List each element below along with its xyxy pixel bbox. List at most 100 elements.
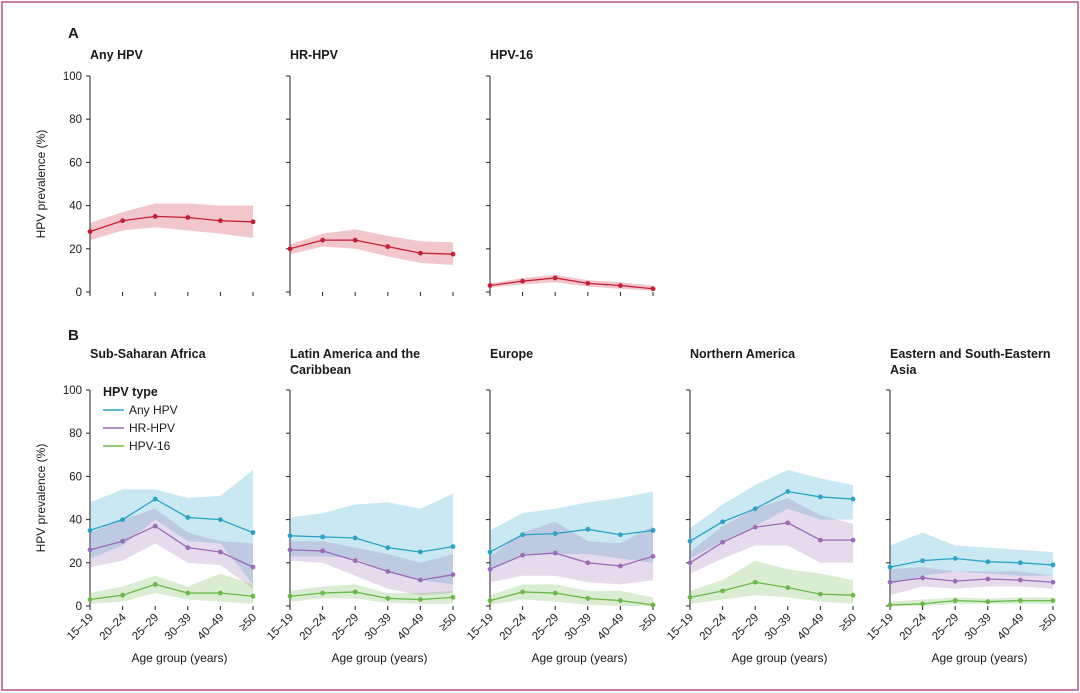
data-point-any_hpv — [450, 544, 456, 549]
data-point-overall — [585, 280, 591, 286]
ci-band-hr_hpv — [290, 541, 453, 596]
data-point-any_hpv — [585, 526, 591, 532]
data-point-hr_hpv — [650, 553, 656, 559]
x-tick-label: 25–29 — [530, 612, 561, 643]
series-line-hr_hpv — [89, 525, 254, 568]
x-tick-label: ≥50 — [237, 612, 259, 634]
chart-b-4: Eastern and South-Eastern Asia 15–19 20–24 2… — [865, 347, 1059, 665]
series-line-hpv16 — [89, 583, 254, 601]
y-tick-label: 60 — [69, 157, 82, 169]
x-tick-label: 40–49 — [595, 612, 626, 643]
data-point-any_hpv — [818, 494, 823, 500]
data-point-hpv16 — [920, 601, 925, 607]
data-point-overall — [450, 251, 456, 257]
ci-band-any_hpv — [690, 469, 853, 559]
data-point-overall — [418, 250, 423, 256]
data-point-any_hpv — [720, 519, 725, 525]
chart-title: Sub-Saharan Africa — [90, 347, 207, 361]
data-point-overall — [650, 286, 656, 292]
data-point-any_hpv — [985, 559, 991, 565]
data-point-hpv16 — [352, 589, 358, 595]
ci-band-hr_hpv — [890, 567, 1053, 596]
data-point-any_hpv — [920, 558, 925, 564]
series-line-any_hpv — [489, 528, 654, 553]
data-point-any_hpv — [320, 534, 325, 540]
data-point-overall — [618, 283, 623, 288]
y-tick-label: 60 — [69, 471, 82, 483]
charts-layer: Any HPV 0 20 40 60 80 100 HPV prevalence (%) HR-… — [34, 48, 1059, 665]
data-point-overall — [218, 218, 223, 224]
data-point-overall — [552, 275, 558, 281]
data-point-hpv16 — [752, 579, 758, 585]
chart-a-2: HPV-16 — [486, 48, 656, 296]
y-tick-label: 100 — [63, 71, 82, 83]
data-point-any_hpv — [785, 489, 791, 494]
data-point-overall — [487, 283, 493, 288]
y-tick-label: 0 — [76, 601, 82, 613]
data-point-any_hpv — [952, 556, 958, 561]
chart-a-1: HR-HPV — [286, 48, 456, 296]
x-axis-title: Age group (years) — [531, 651, 627, 665]
data-point-hr_hpv — [687, 560, 693, 566]
chart-title: HPV-16 — [490, 48, 533, 62]
x-tick-label: 25–29 — [730, 612, 761, 643]
data-point-hpv16 — [850, 592, 856, 598]
legend: HPV type Any HPV HR-HPV HPV-16 — [103, 385, 178, 453]
data-point-hpv16 — [120, 592, 125, 598]
data-point-hr_hpv — [320, 548, 325, 554]
x-tick-label: 15–19 — [465, 612, 496, 643]
data-point-hr_hpv — [1050, 579, 1056, 585]
y-axis-title: HPV prevalence (%) — [34, 130, 48, 239]
ci-band-hpv16 — [690, 560, 853, 604]
data-point-hpv16 — [152, 582, 158, 587]
data-point-any_hpv — [752, 506, 758, 512]
data-point-hr_hpv — [920, 575, 925, 581]
data-point-any_hpv — [120, 517, 125, 522]
data-point-hr_hpv — [520, 552, 525, 558]
ci-band-overall — [90, 203, 253, 241]
x-tick-label: ≥50 — [637, 612, 659, 634]
chart-title: Northern America — [690, 347, 796, 361]
chart-b-0: Sub-Saharan Africa 0 20 40 60 80 100 HPV preval… — [34, 347, 259, 665]
data-point-overall — [185, 215, 191, 220]
x-tick-label: 40–49 — [195, 612, 226, 643]
chart-title-line: Asia — [890, 363, 917, 377]
y-tick-label: 20 — [69, 558, 82, 570]
x-axis-title: Age group (years) — [331, 651, 427, 665]
data-point-hr_hpv — [952, 578, 958, 584]
data-point-any_hpv — [887, 564, 893, 570]
chart-b-2: Europe 15–19 20–24 25–29 30–39 40–49 ≥50 Age gr… — [465, 347, 659, 665]
data-point-overall — [520, 278, 525, 284]
data-point-any_hpv — [1050, 562, 1056, 568]
series-line-hpv16 — [889, 599, 1053, 606]
data-point-hr_hpv — [487, 566, 493, 572]
data-point-any_hpv — [650, 528, 656, 533]
data-point-hr_hpv — [752, 524, 758, 530]
ci-band-overall — [290, 229, 453, 265]
data-point-any_hpv — [1018, 560, 1023, 566]
series-line-any_hpv — [89, 498, 254, 534]
data-point-hr_hpv — [87, 547, 93, 553]
x-tick-label: 40–49 — [995, 612, 1026, 643]
series-line-hr_hpv — [489, 552, 654, 570]
series-line-any_hpv — [689, 490, 854, 542]
data-point-any_hpv — [552, 531, 558, 537]
legend-label-hpv16: HPV-16 — [129, 439, 171, 453]
data-point-any_hpv — [185, 515, 191, 520]
y-tick-label: 80 — [69, 114, 82, 126]
series-line-any_hpv — [289, 535, 454, 553]
series-line-overall — [489, 277, 654, 290]
series-line-hpv16 — [489, 591, 654, 606]
data-point-hr_hpv — [887, 579, 893, 585]
data-point-any_hpv — [250, 530, 256, 535]
chart-title-line: Eastern and South-Eastern — [890, 347, 1050, 361]
x-tick-label: 25–29 — [930, 612, 961, 643]
x-tick-label: 20–24 — [898, 611, 930, 643]
chart-title: Any HPV — [90, 48, 143, 62]
data-point-hpv16 — [887, 602, 893, 608]
data-point-hpv16 — [287, 593, 293, 599]
panel-b-letter: B — [68, 327, 79, 344]
data-point-overall — [250, 219, 256, 225]
data-point-any_hpv — [487, 549, 493, 555]
